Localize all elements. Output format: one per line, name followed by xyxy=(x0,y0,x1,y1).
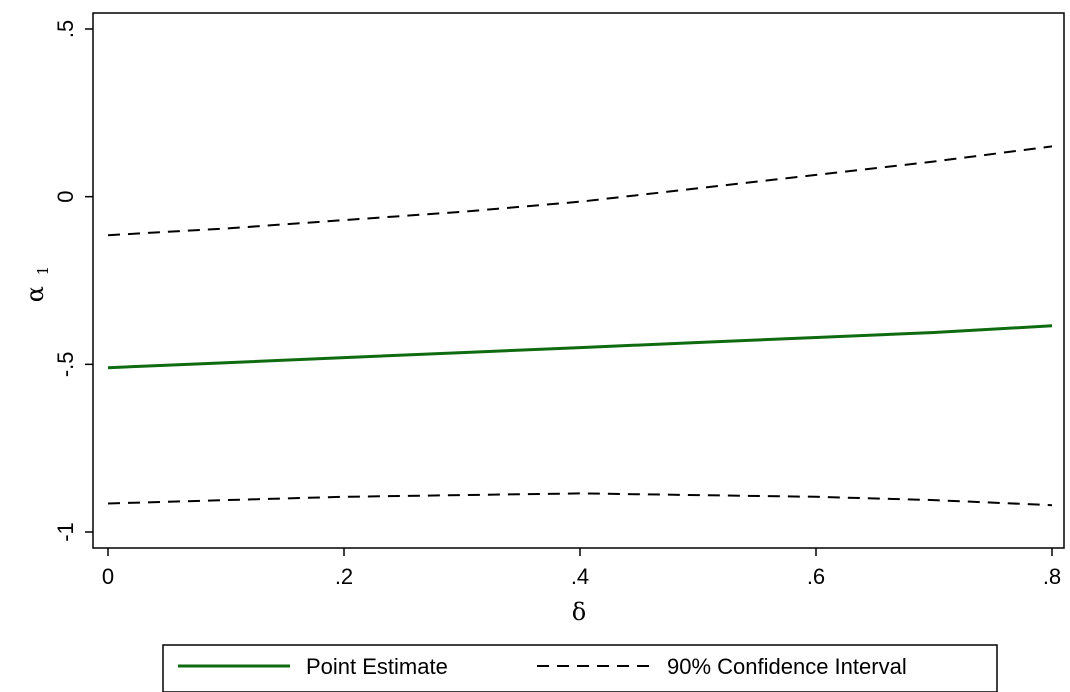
y-axis-title: α 1 xyxy=(21,266,52,302)
y-axis-title-subscript: 1 xyxy=(34,266,52,276)
plot-frame xyxy=(92,12,1065,549)
y-tick-label: -1 xyxy=(53,522,78,542)
y-axis-title-group: α 1 xyxy=(21,266,52,302)
legend-box xyxy=(162,644,998,692)
x-axis-title: δ xyxy=(572,598,586,626)
x-tick-label: 0 xyxy=(102,564,114,589)
series-line-point-estimate xyxy=(107,324,1053,370)
y-axis-title-symbol: α xyxy=(21,286,49,302)
series-line-ci-upper xyxy=(107,145,1053,237)
y-axis: -1 -.5 0 .5 xyxy=(53,20,93,542)
x-tick-label: .6 xyxy=(807,564,825,589)
x-tick-label: .4 xyxy=(571,564,589,589)
y-tick-label: .5 xyxy=(53,20,78,38)
legend-label-confidence-interval: 90% Confidence Interval xyxy=(667,654,907,679)
y-tick-label: -.5 xyxy=(53,351,78,377)
x-tick-label: .2 xyxy=(335,564,353,589)
legend-label-point-estimate: Point Estimate xyxy=(306,654,448,679)
series-layer xyxy=(107,145,1053,507)
legend: Point Estimate 90% Confidence Interval xyxy=(162,644,998,692)
series-line-ci-lower xyxy=(107,492,1053,507)
x-tick-label: .8 xyxy=(1043,564,1061,589)
x-axis: 0 .2 .4 .6 .8 xyxy=(102,548,1061,589)
y-tick-label: 0 xyxy=(53,191,78,203)
